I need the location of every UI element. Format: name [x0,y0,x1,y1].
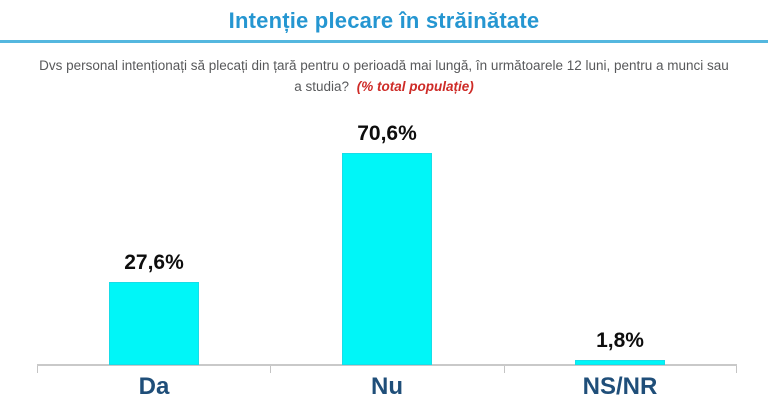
bar-chart: 27,6% Da 70,6% Nu 1,8% NS/NR [37,105,737,405]
x-axis-tick [37,366,38,373]
survey-question-text: Dvs personal intenționați să plecați din… [39,58,729,94]
page-title: Intenție plecare în străinătate [228,8,540,33]
x-axis-tick [736,366,737,373]
value-label-da: 27,6% [124,251,184,274]
bar-nu [342,153,432,365]
x-axis-tick [504,366,505,373]
plot-area: 27,6% Da 70,6% Nu 1,8% NS/NR [37,105,737,405]
title-divider [0,40,768,43]
population-note: (% total populație) [356,78,474,94]
bar-da [109,282,199,365]
category-label-ns-nr: NS/NR [582,373,658,400]
bar-ns-nr [575,360,665,365]
x-axis-tick [270,366,271,373]
category-label-da: Da [138,373,170,400]
category-label-nu: Nu [371,373,403,400]
value-label-nu: 70,6% [357,122,417,145]
x-axis-line [37,364,737,366]
value-label-ns-nr: 1,8% [596,329,644,352]
survey-question: Dvs personal intenționați să plecați din… [36,56,732,98]
